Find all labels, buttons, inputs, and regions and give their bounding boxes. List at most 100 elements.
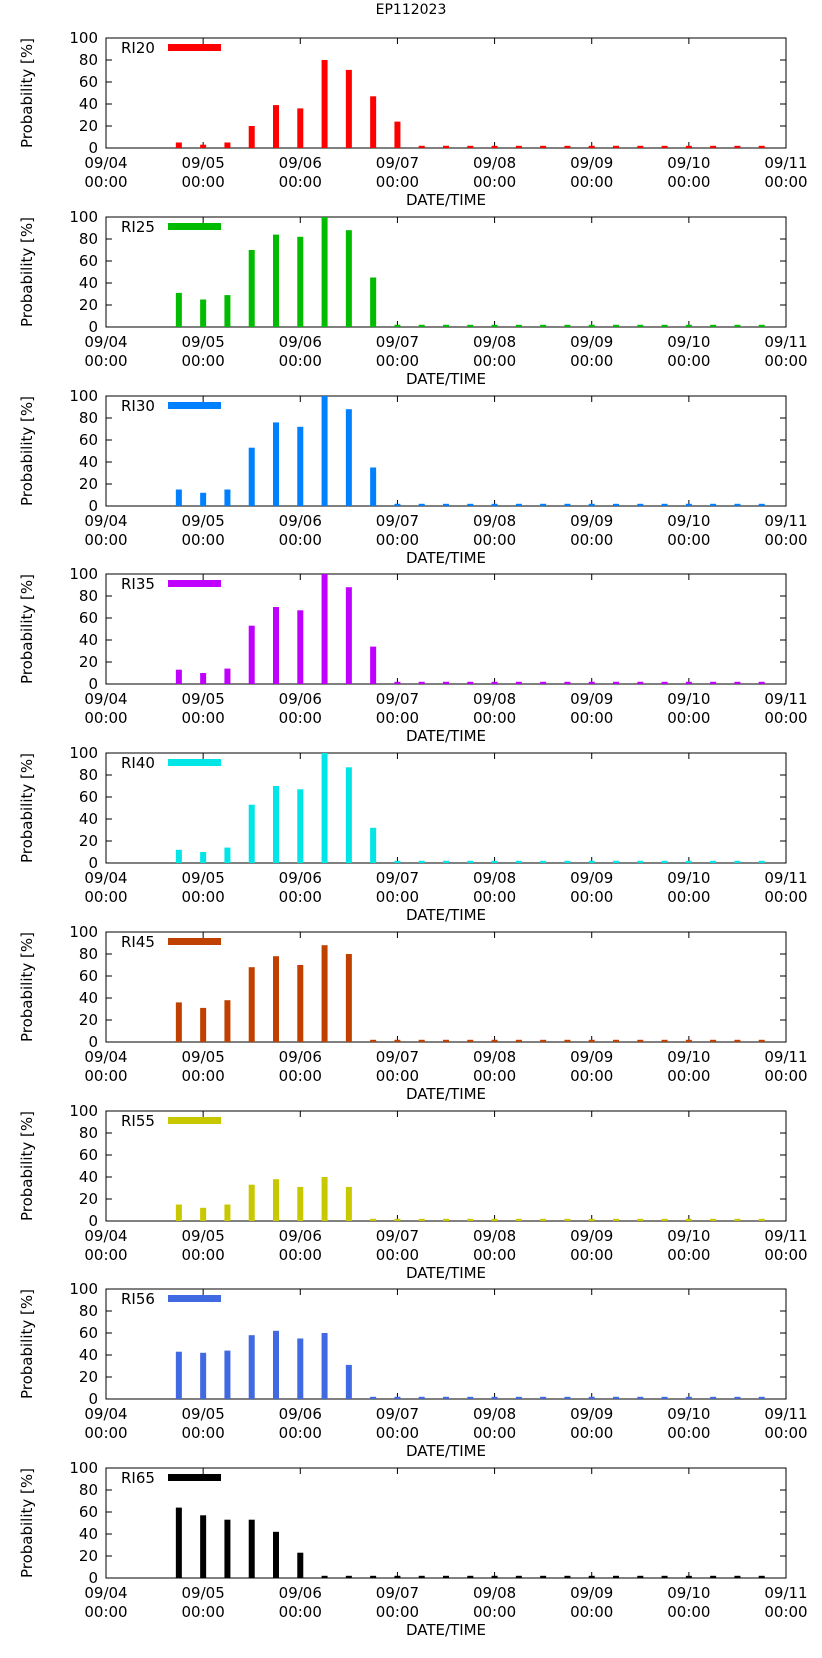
bar [515, 324, 522, 327]
bar [175, 1507, 182, 1578]
y-axis-label: Probability [%] [18, 1111, 36, 1221]
x-tick-time: 00:00 [279, 352, 322, 370]
bar [734, 145, 741, 148]
bar [491, 1218, 498, 1221]
x-tick-time: 00:00 [473, 1246, 516, 1264]
y-tick-label: 0 [88, 675, 98, 693]
x-tick-time: 00:00 [667, 531, 710, 549]
bar [467, 1039, 474, 1042]
bar [297, 789, 304, 863]
bar [394, 503, 401, 506]
bar [637, 1575, 644, 1578]
bar [491, 1039, 498, 1042]
x-tick-time: 00:00 [279, 888, 322, 906]
bar [564, 1039, 571, 1042]
bar [734, 681, 741, 684]
x-tick-time: 00:00 [667, 1246, 710, 1264]
bar [467, 145, 474, 148]
bar [297, 108, 304, 148]
x-tick-time: 00:00 [473, 531, 516, 549]
bar [564, 681, 571, 684]
y-tick-label: 40 [79, 989, 98, 1007]
bar [418, 1218, 425, 1221]
bar [370, 467, 377, 506]
bar [661, 860, 668, 863]
bar [443, 503, 449, 506]
x-tick-date: 09/06 [279, 869, 322, 887]
bar [443, 145, 449, 148]
bar [394, 1039, 401, 1042]
x-tick-date: 09/05 [182, 333, 225, 351]
x-tick-date: 09/05 [182, 154, 225, 172]
bar [370, 1039, 377, 1042]
x-tick-time: 00:00 [570, 531, 613, 549]
bar [345, 1575, 352, 1578]
y-tick-label: 100 [69, 565, 98, 583]
x-tick-date: 09/10 [667, 1227, 710, 1245]
y-tick-label: 80 [79, 945, 98, 963]
bar [685, 1218, 692, 1221]
bar [394, 1575, 401, 1578]
x-tick-date: 09/09 [570, 690, 613, 708]
y-tick-label: 60 [79, 609, 98, 627]
bar [418, 503, 425, 506]
x-tick-date: 09/11 [764, 869, 807, 887]
x-tick-time: 00:00 [182, 1246, 225, 1264]
bar [200, 1352, 207, 1399]
y-axis-label: Probability [%] [18, 38, 36, 148]
bar [370, 827, 377, 863]
bar [297, 1186, 304, 1221]
x-tick-date: 09/11 [764, 1405, 807, 1423]
bar [710, 503, 717, 506]
bar [321, 217, 328, 327]
bar [515, 503, 522, 506]
bar [613, 1039, 619, 1042]
y-tick-label: 20 [79, 1547, 98, 1565]
x-tick-date: 09/04 [84, 1227, 127, 1245]
bar [588, 503, 595, 506]
x-tick-time: 00:00 [473, 1603, 516, 1621]
x-tick-time: 00:00 [667, 709, 710, 727]
bar [588, 1575, 595, 1578]
bar [200, 1207, 207, 1221]
bar [467, 860, 474, 863]
bar [321, 1177, 328, 1221]
bar [758, 145, 765, 148]
bar [540, 860, 547, 863]
legend-swatch [168, 223, 221, 230]
bar [418, 1039, 425, 1042]
bar [200, 144, 207, 148]
y-tick-label: 100 [69, 1280, 98, 1298]
bar [467, 1396, 474, 1399]
x-axis-label: DATE/TIME [406, 1264, 486, 1282]
bar [710, 1396, 717, 1399]
x-tick-time: 00:00 [570, 709, 613, 727]
bar [734, 324, 741, 327]
bar [661, 503, 668, 506]
bar [248, 1184, 255, 1221]
bar [758, 1218, 765, 1221]
bar [175, 292, 182, 327]
y-tick-label: 80 [79, 1481, 98, 1499]
bar [224, 1204, 231, 1221]
x-tick-date: 09/08 [473, 1048, 516, 1066]
bar [637, 1039, 644, 1042]
bar [297, 1552, 304, 1578]
bar [248, 1519, 255, 1578]
x-tick-date: 09/09 [570, 333, 613, 351]
y-tick-label: 0 [88, 1033, 98, 1051]
bar [515, 860, 522, 863]
x-tick-date: 09/07 [376, 1584, 419, 1602]
bar [491, 1396, 498, 1399]
x-tick-date: 09/04 [84, 1405, 127, 1423]
x-tick-date: 09/07 [376, 154, 419, 172]
bar [710, 1218, 717, 1221]
bar [200, 673, 207, 684]
bar [685, 1039, 692, 1042]
legend-label: RI40 [121, 754, 155, 772]
plot-frame [105, 37, 787, 149]
x-tick-date: 09/04 [84, 690, 127, 708]
bar [418, 324, 425, 327]
x-axis-label: DATE/TIME [406, 906, 486, 924]
